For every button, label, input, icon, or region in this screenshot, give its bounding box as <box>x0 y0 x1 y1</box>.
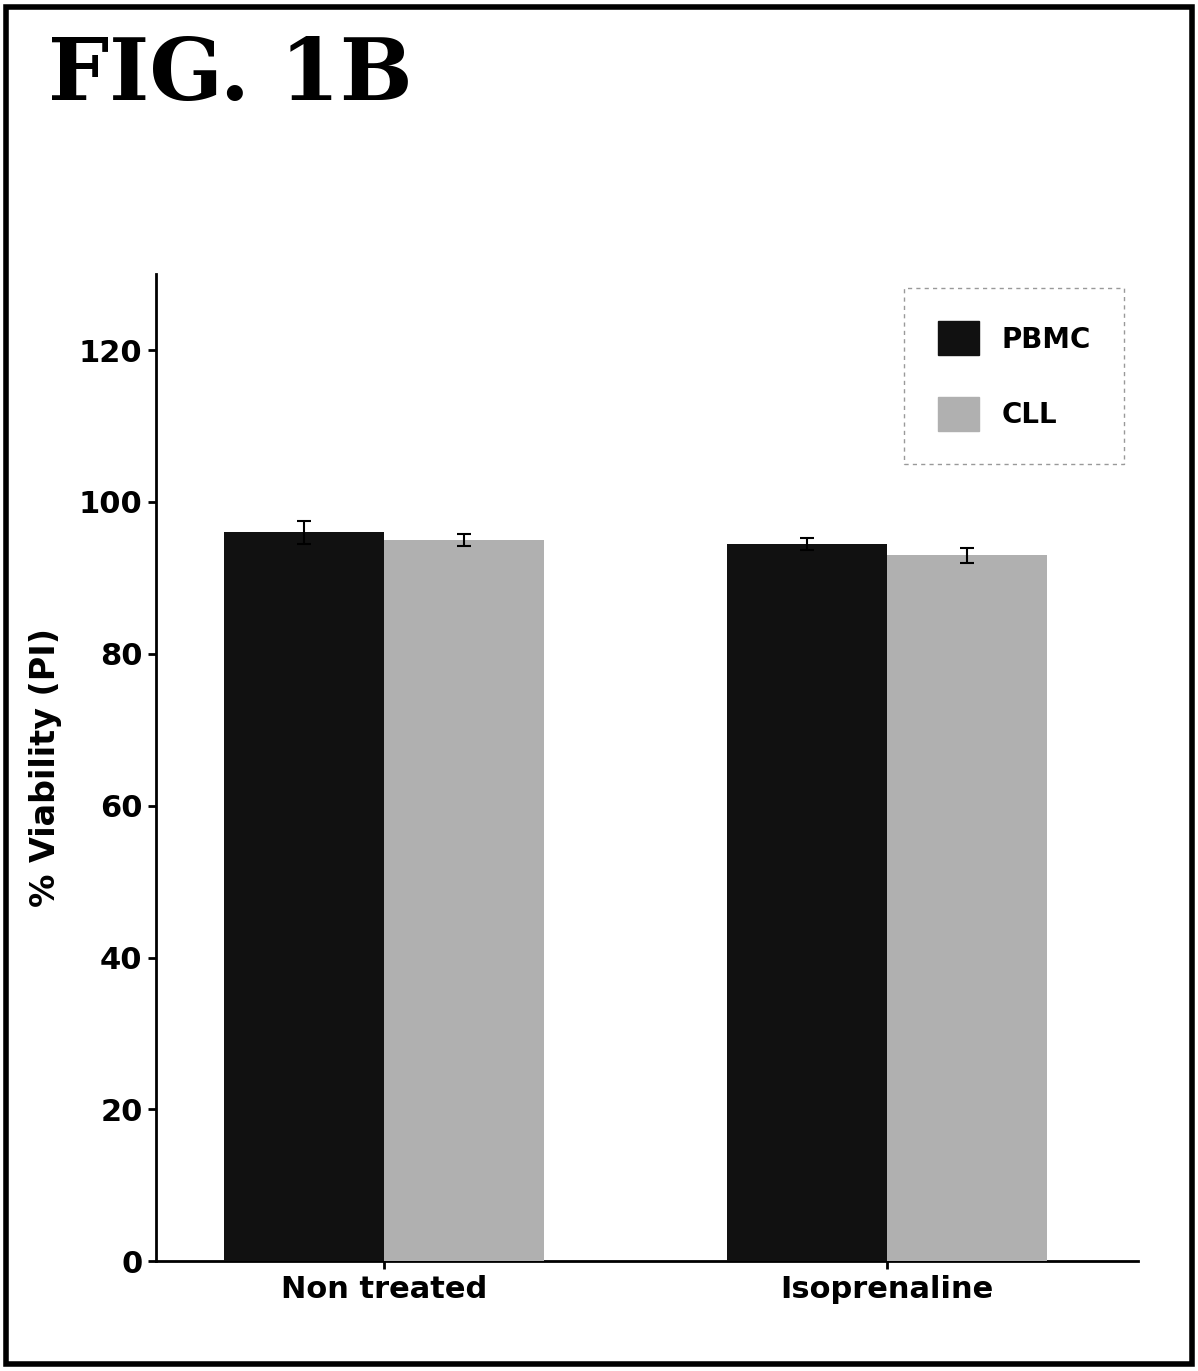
Bar <box>224 532 385 1261</box>
Bar <box>727 544 887 1261</box>
Bar <box>385 540 544 1261</box>
Text: FIG. 1B: FIG. 1B <box>48 34 412 118</box>
Legend: PBMC, CLL: PBMC, CLL <box>904 288 1124 465</box>
Bar <box>887 555 1047 1261</box>
Y-axis label: % Viability (PI): % Viability (PI) <box>29 628 62 908</box>
